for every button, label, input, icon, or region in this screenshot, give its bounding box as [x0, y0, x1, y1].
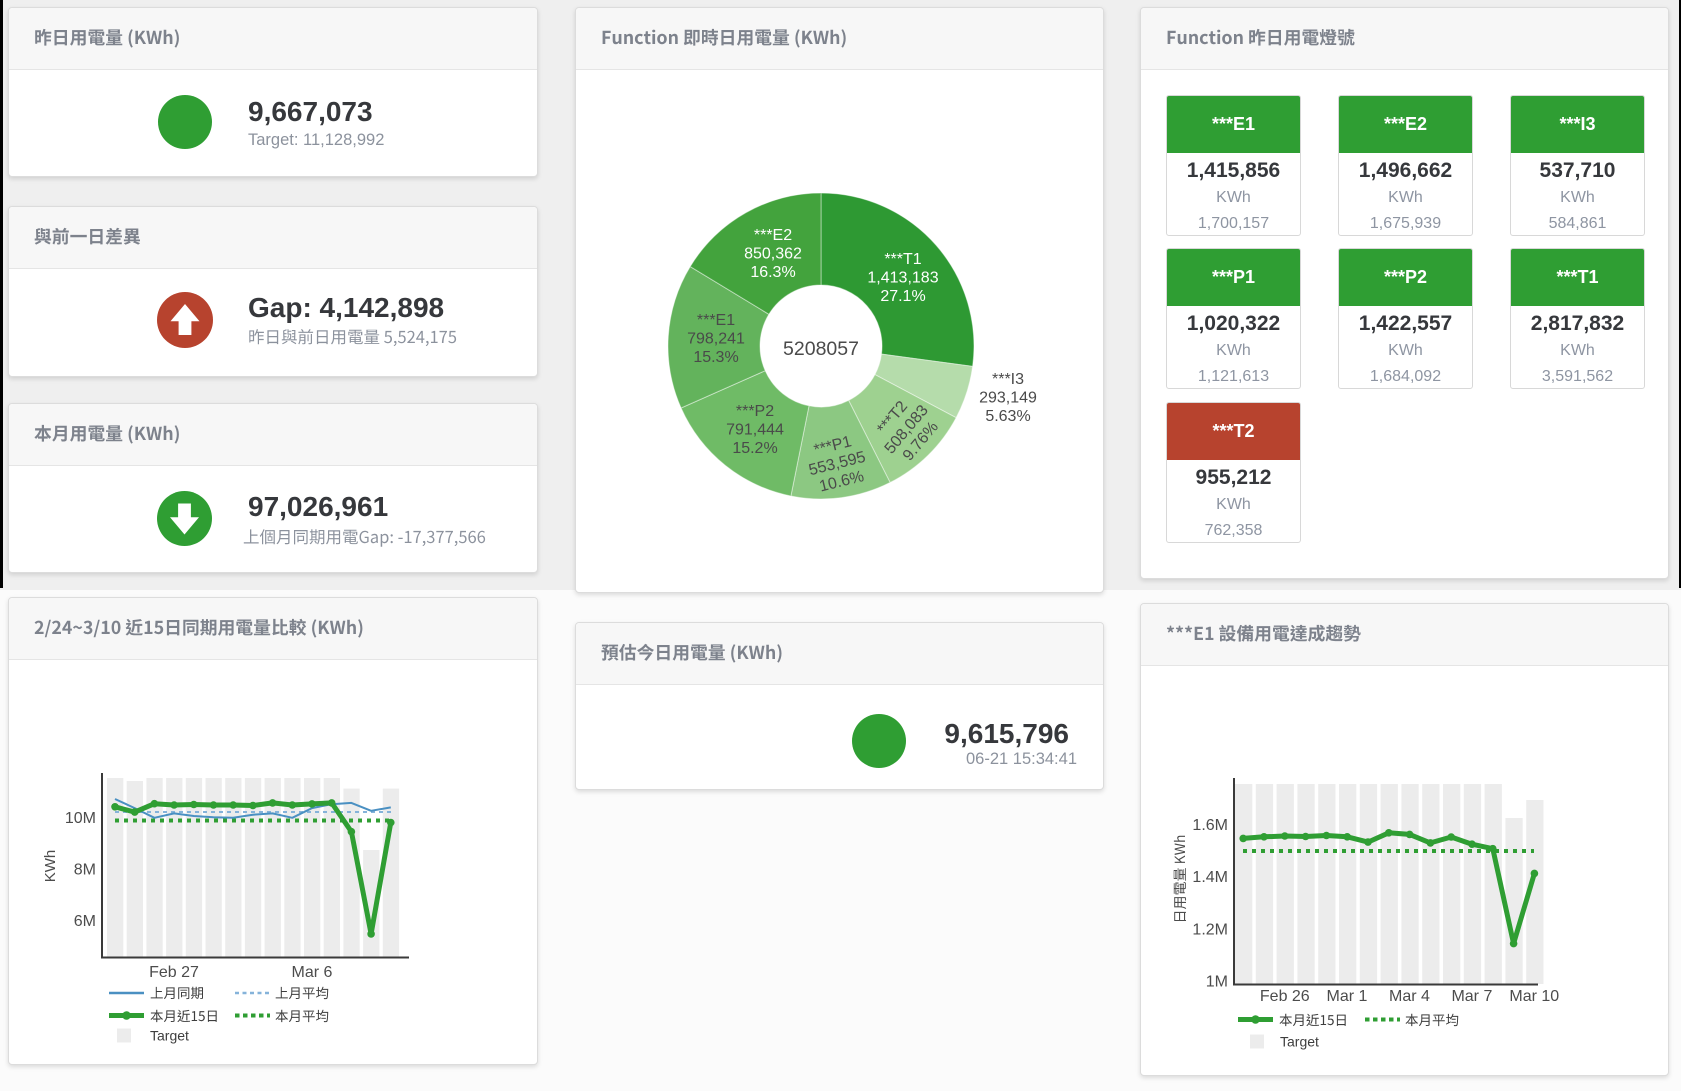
svg-text:***I3: ***I3: [992, 371, 1024, 388]
svg-text:Target: Target: [150, 1028, 189, 1044]
svg-text:1.6M: 1.6M: [1192, 817, 1228, 834]
svg-text:Mar 6: Mar 6: [292, 964, 333, 981]
svg-text:15.3%: 15.3%: [693, 349, 738, 366]
svg-text:***T1: ***T1: [884, 251, 921, 268]
svg-text:27.1%: 27.1%: [880, 288, 925, 305]
svg-text:293,149: 293,149: [979, 390, 1037, 407]
svg-text:Feb 26: Feb 26: [1260, 988, 1310, 1005]
svg-text:10M: 10M: [65, 810, 96, 827]
svg-text:1.4M: 1.4M: [1192, 869, 1228, 886]
svg-text:5208057: 5208057: [783, 338, 859, 360]
svg-text:Feb 27: Feb 27: [149, 964, 199, 981]
svg-text:1M: 1M: [1206, 973, 1228, 990]
svg-text:Mar 4: Mar 4: [1389, 988, 1430, 1005]
svg-text:850,362: 850,362: [744, 246, 802, 263]
svg-text:***E2: ***E2: [754, 227, 792, 244]
svg-text:Mar 10: Mar 10: [1509, 988, 1559, 1005]
svg-text:6M: 6M: [74, 913, 96, 930]
svg-text:***E1: ***E1: [697, 312, 735, 329]
svg-text:Mar 7: Mar 7: [1451, 988, 1492, 1005]
svg-text:16.3%: 16.3%: [750, 264, 795, 281]
svg-text:Target: Target: [1280, 1034, 1319, 1050]
svg-text:***P2: ***P2: [736, 403, 774, 420]
svg-text:8M: 8M: [74, 861, 96, 878]
svg-text:5.63%: 5.63%: [985, 408, 1030, 425]
svg-text:Mar 1: Mar 1: [1327, 988, 1368, 1005]
svg-text:15.2%: 15.2%: [732, 440, 777, 457]
svg-text:1,413,183: 1,413,183: [867, 270, 938, 287]
svg-text:1.2M: 1.2M: [1192, 921, 1228, 938]
svg-text:798,241: 798,241: [687, 331, 745, 348]
svg-text:KWh: KWh: [42, 850, 59, 883]
svg-text:791,444: 791,444: [726, 422, 784, 439]
